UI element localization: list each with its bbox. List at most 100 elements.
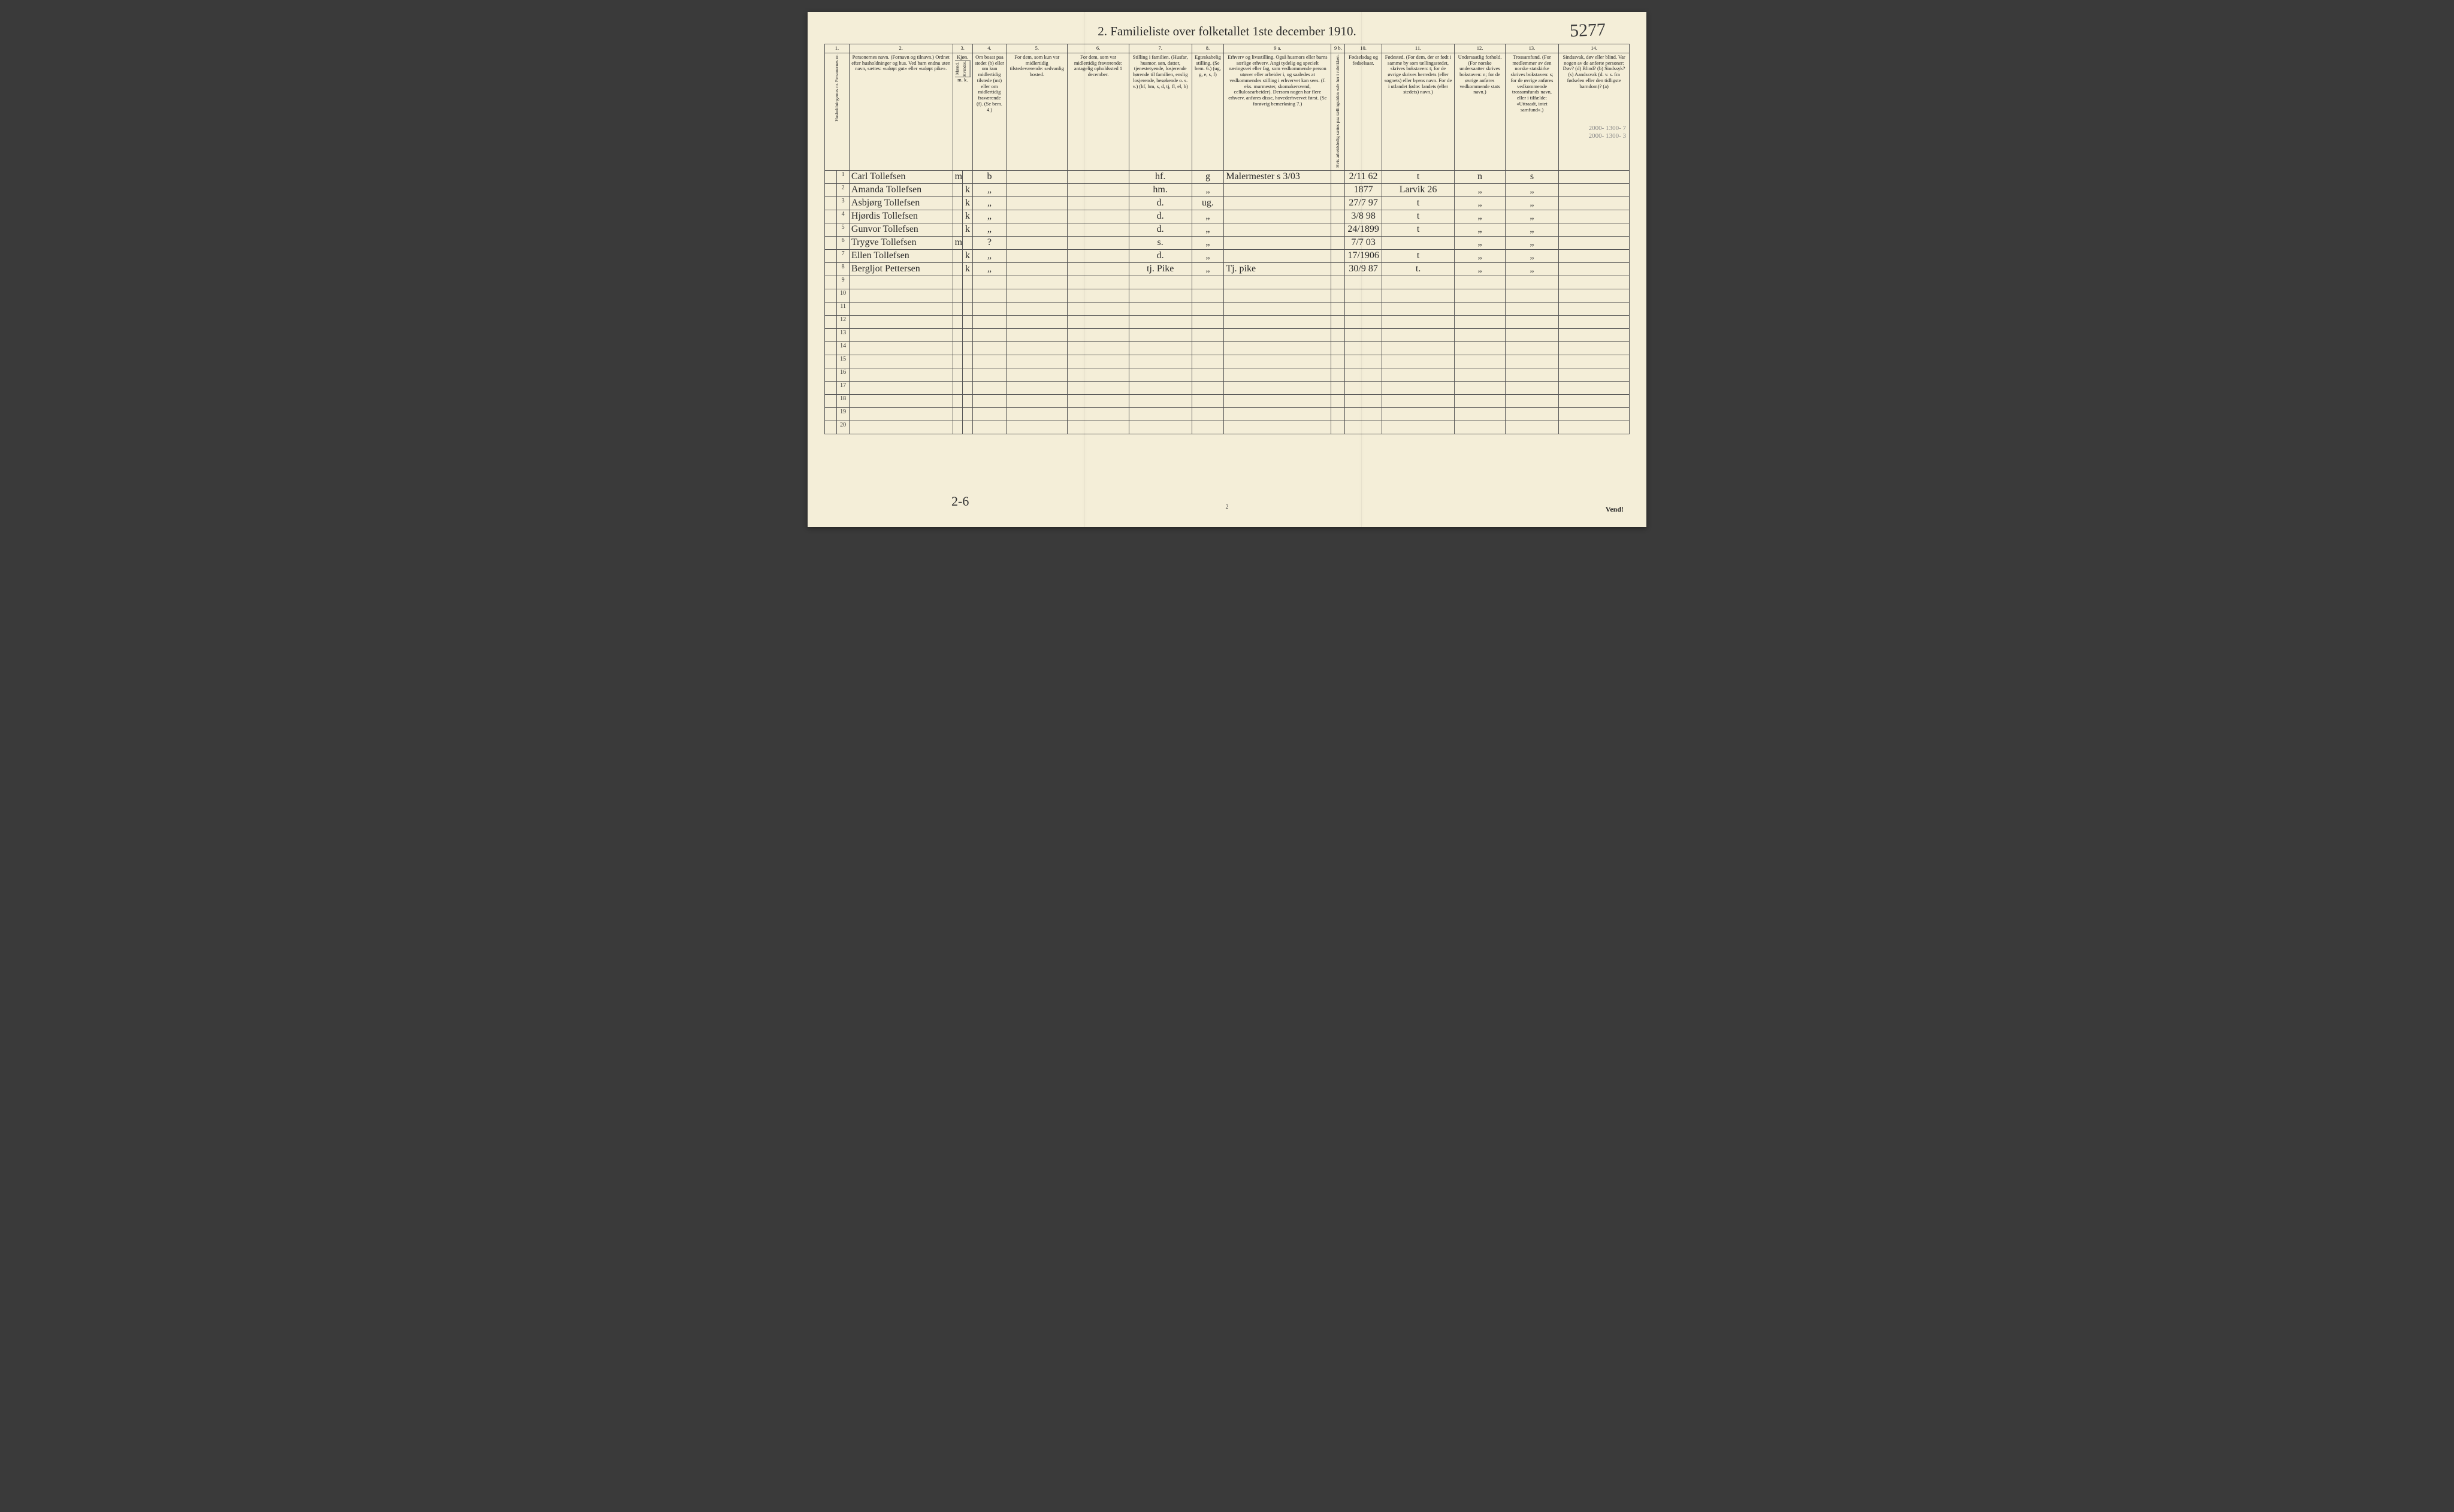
cell-empty bbox=[963, 329, 973, 342]
cell-empty bbox=[1192, 368, 1224, 382]
cell-empty bbox=[1192, 303, 1224, 316]
colnum-4: 4. bbox=[972, 44, 1006, 53]
cell-empty bbox=[1192, 408, 1224, 421]
cell-empty bbox=[1505, 316, 1559, 329]
cell-col5 bbox=[1007, 197, 1068, 210]
table-row: 1Carl Tollefsenmbhf.gMalermester s 3/032… bbox=[825, 171, 1630, 184]
cell-empty bbox=[849, 382, 953, 395]
table-row-empty: 17 bbox=[825, 382, 1630, 395]
cell-sex-m bbox=[953, 197, 963, 210]
cell-col6 bbox=[1068, 250, 1129, 263]
cell-empty bbox=[1345, 395, 1382, 408]
cell-nationality: „ bbox=[1455, 237, 1505, 250]
cell-empty bbox=[1559, 276, 1630, 289]
cell-empty bbox=[1345, 421, 1382, 434]
cell-name: Gunvor Tollefsen bbox=[849, 223, 953, 237]
head-col9a: Erhverv og livsstilling. Også husmors el… bbox=[1224, 53, 1331, 171]
cell-religion: s bbox=[1505, 171, 1559, 184]
cell-unemployed bbox=[1331, 197, 1345, 210]
table-row-empty: 18 bbox=[825, 395, 1630, 408]
cell-household-nr bbox=[825, 223, 837, 237]
cell-family-position: hf. bbox=[1129, 171, 1192, 184]
cell-col5 bbox=[1007, 223, 1068, 237]
cell-nationality: „ bbox=[1455, 210, 1505, 223]
head-col11: Fødested. (For dem, der er født i samme … bbox=[1382, 53, 1455, 171]
cell-empty bbox=[1331, 342, 1345, 355]
cell-empty bbox=[1068, 408, 1129, 421]
head-col8: Egteskabelig stilling. (Se bem. 6.) (ug,… bbox=[1192, 53, 1224, 171]
cell-empty bbox=[1455, 329, 1505, 342]
head-col7: Stilling i familien. (Husfar, husmor, sø… bbox=[1129, 53, 1192, 171]
cell-birthdate: 30/9 87 bbox=[1345, 263, 1382, 276]
cell-empty bbox=[1331, 329, 1345, 342]
cell-empty bbox=[1192, 355, 1224, 368]
cell-birthdate: 27/7 97 bbox=[1345, 197, 1382, 210]
cell-empty bbox=[1007, 421, 1068, 434]
cell-empty bbox=[1192, 316, 1224, 329]
cell-empty bbox=[849, 368, 953, 382]
cell-residence: „ bbox=[972, 184, 1006, 197]
cell-empty bbox=[972, 329, 1006, 342]
cell-empty bbox=[825, 289, 837, 303]
cell-empty bbox=[1382, 289, 1455, 303]
cell-person-nr: 5 bbox=[837, 223, 849, 237]
cell-empty bbox=[972, 303, 1006, 316]
cell-empty bbox=[1345, 342, 1382, 355]
cell-birthplace: Larvik 26 bbox=[1382, 184, 1455, 197]
cell-household-nr bbox=[825, 171, 837, 184]
cell-empty bbox=[1192, 382, 1224, 395]
cell-empty bbox=[1224, 276, 1331, 289]
cell-empty bbox=[1559, 368, 1630, 382]
cell-birthplace: t bbox=[1382, 223, 1455, 237]
cell-empty bbox=[1345, 382, 1382, 395]
cell-col5 bbox=[1007, 210, 1068, 223]
cell-disability bbox=[1559, 210, 1630, 223]
cell-empty bbox=[1559, 342, 1630, 355]
cell-empty bbox=[1559, 303, 1630, 316]
footer-handwritten: 2-6 bbox=[951, 494, 969, 509]
table-row-empty: 13 bbox=[825, 329, 1630, 342]
cell-empty bbox=[825, 395, 837, 408]
cell-empty bbox=[849, 316, 953, 329]
cell-name: Asbjørg Tollefsen bbox=[849, 197, 953, 210]
cell-empty bbox=[1559, 355, 1630, 368]
cell-empty bbox=[963, 316, 973, 329]
cell-empty bbox=[1129, 395, 1192, 408]
cell-empty bbox=[1224, 355, 1331, 368]
cell-empty bbox=[1505, 368, 1559, 382]
cell-col5 bbox=[1007, 237, 1068, 250]
cell-empty bbox=[1505, 303, 1559, 316]
cell-empty bbox=[1505, 342, 1559, 355]
cell-marital: „ bbox=[1192, 250, 1224, 263]
cell-empty bbox=[1455, 316, 1505, 329]
cell-empty bbox=[953, 276, 963, 289]
table-row: 5Gunvor Tollefsenk„d.„24/1899t„„ bbox=[825, 223, 1630, 237]
cell-empty bbox=[1455, 276, 1505, 289]
cell-empty bbox=[953, 342, 963, 355]
cell-empty bbox=[1331, 289, 1345, 303]
cell-empty bbox=[1559, 329, 1630, 342]
cell-family-position: d. bbox=[1129, 223, 1192, 237]
cell-residence: ? bbox=[972, 237, 1006, 250]
cell-empty bbox=[1129, 329, 1192, 342]
cell-nationality: „ bbox=[1455, 223, 1505, 237]
cell-birthdate: 24/1899 bbox=[1345, 223, 1382, 237]
cell-empty bbox=[963, 289, 973, 303]
colnum-3: 3. bbox=[953, 44, 972, 53]
cell-sex-k: k bbox=[963, 197, 973, 210]
cell-empty bbox=[1505, 421, 1559, 434]
cell-empty bbox=[953, 408, 963, 421]
cell-empty bbox=[1559, 421, 1630, 434]
colnum-13: 13. bbox=[1505, 44, 1559, 53]
cell-empty bbox=[1192, 342, 1224, 355]
cell-empty bbox=[1382, 355, 1455, 368]
cell-occupation: Malermester s 3/03 bbox=[1224, 171, 1331, 184]
head-col2: Personernes navn. (Fornavn og tilnavn.) … bbox=[849, 53, 953, 171]
cell-disability bbox=[1559, 250, 1630, 263]
cell-sex-k: k bbox=[963, 184, 973, 197]
footer-page-number: 2 bbox=[1226, 504, 1229, 510]
cell-empty bbox=[1007, 316, 1068, 329]
cell-empty bbox=[963, 355, 973, 368]
colnum-9b: 9 b. bbox=[1331, 44, 1345, 53]
cell-empty bbox=[1382, 329, 1455, 342]
